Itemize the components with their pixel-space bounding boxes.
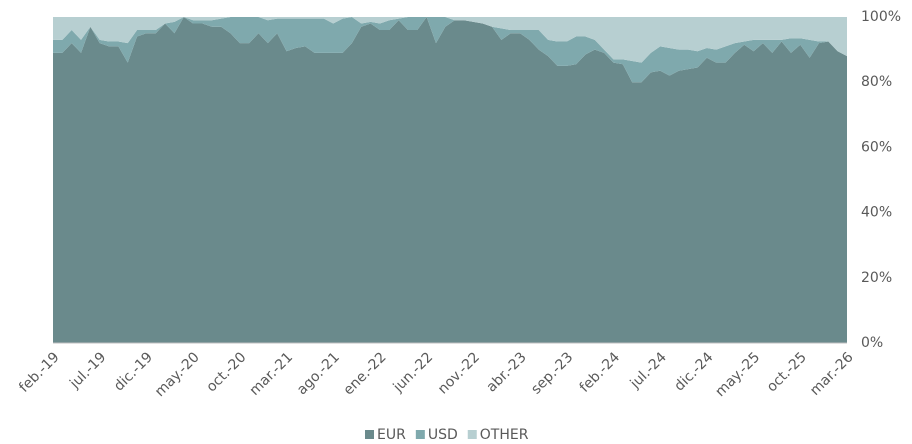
legend-swatch [415, 430, 425, 439]
x-tick-label: mar.-26 [807, 349, 857, 399]
y-tick-label: 40% [861, 205, 892, 221]
x-tick-label: mar.-21 [247, 349, 297, 399]
x-tick-label: oct.-20 [203, 349, 249, 395]
x-tick-label: sep.-23 [528, 349, 576, 397]
x-tick-label: may.-20 [152, 349, 203, 400]
x-tick-label: ene.-22 [341, 349, 390, 398]
legend-label: USD [428, 427, 458, 443]
x-tick-label: ago.-21 [294, 349, 343, 398]
area [53, 17, 847, 63]
x-tick-label: dic.-19 [111, 349, 156, 394]
legend-swatch [365, 430, 374, 439]
legend-label: EUR [377, 427, 406, 443]
y-tick-label: 80% [861, 74, 892, 90]
x-tick-label: jun.-22 [390, 349, 437, 396]
legend-label: OTHER [480, 427, 529, 443]
area [53, 17, 847, 343]
x-tick-label: may.-25 [712, 349, 763, 400]
x-tick-label: oct.-25 [764, 349, 810, 395]
x-tick-label: feb.-24 [577, 349, 624, 396]
y-tick-label: 0% [861, 335, 883, 351]
x-tick-label: jul.-19 [66, 349, 109, 392]
x-tick-label: feb.-19 [16, 349, 62, 395]
x-tick-label: jul.-24 [627, 349, 670, 392]
x-tick-label: abr.-23 [484, 349, 530, 395]
legend-swatch [467, 430, 477, 439]
x-tick-label: nov.-22 [435, 349, 483, 397]
y-tick-label: 60% [861, 139, 892, 155]
x-tick-label: dic.-24 [671, 349, 716, 394]
y-tick-label: 20% [861, 270, 892, 286]
y-tick-label: 100% [861, 9, 901, 25]
area [53, 17, 847, 83]
